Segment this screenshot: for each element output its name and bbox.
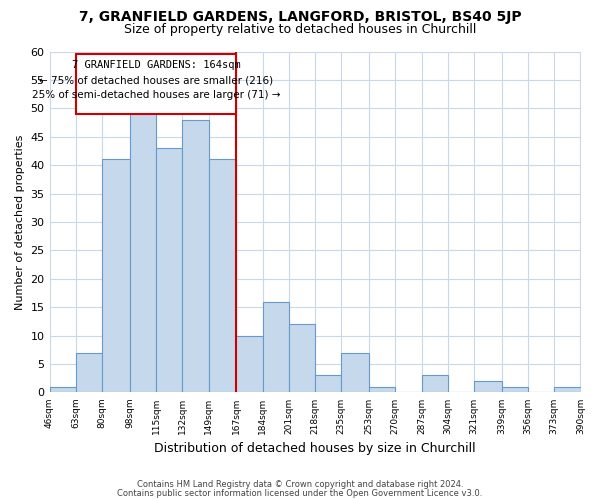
Bar [76,54,236,114]
Bar [76,352,102,393]
Bar [236,336,263,392]
Bar [341,352,369,393]
Bar [130,114,156,392]
Bar [369,386,395,392]
Bar [263,302,289,392]
Bar [502,386,528,392]
Bar [156,148,182,392]
Text: 7 GRANFIELD GARDENS: 164sqm: 7 GRANFIELD GARDENS: 164sqm [71,60,241,70]
Bar [50,386,76,392]
Bar [474,381,502,392]
Text: Contains HM Land Registry data © Crown copyright and database right 2024.: Contains HM Land Registry data © Crown c… [137,480,463,489]
Bar [554,386,581,392]
Bar [289,324,315,392]
Y-axis label: Number of detached properties: Number of detached properties [15,134,25,310]
X-axis label: Distribution of detached houses by size in Churchill: Distribution of detached houses by size … [154,442,476,455]
Bar [422,376,448,392]
Text: 7, GRANFIELD GARDENS, LANGFORD, BRISTOL, BS40 5JP: 7, GRANFIELD GARDENS, LANGFORD, BRISTOL,… [79,10,521,24]
Text: Size of property relative to detached houses in Churchill: Size of property relative to detached ho… [124,22,476,36]
Bar [315,376,341,392]
Bar [102,160,130,392]
Text: ← 75% of detached houses are smaller (216): ← 75% of detached houses are smaller (21… [39,76,273,86]
Text: Contains public sector information licensed under the Open Government Licence v3: Contains public sector information licen… [118,488,482,498]
Text: 25% of semi-detached houses are larger (71) →: 25% of semi-detached houses are larger (… [32,90,280,100]
Bar [209,160,236,392]
Bar [182,120,209,392]
